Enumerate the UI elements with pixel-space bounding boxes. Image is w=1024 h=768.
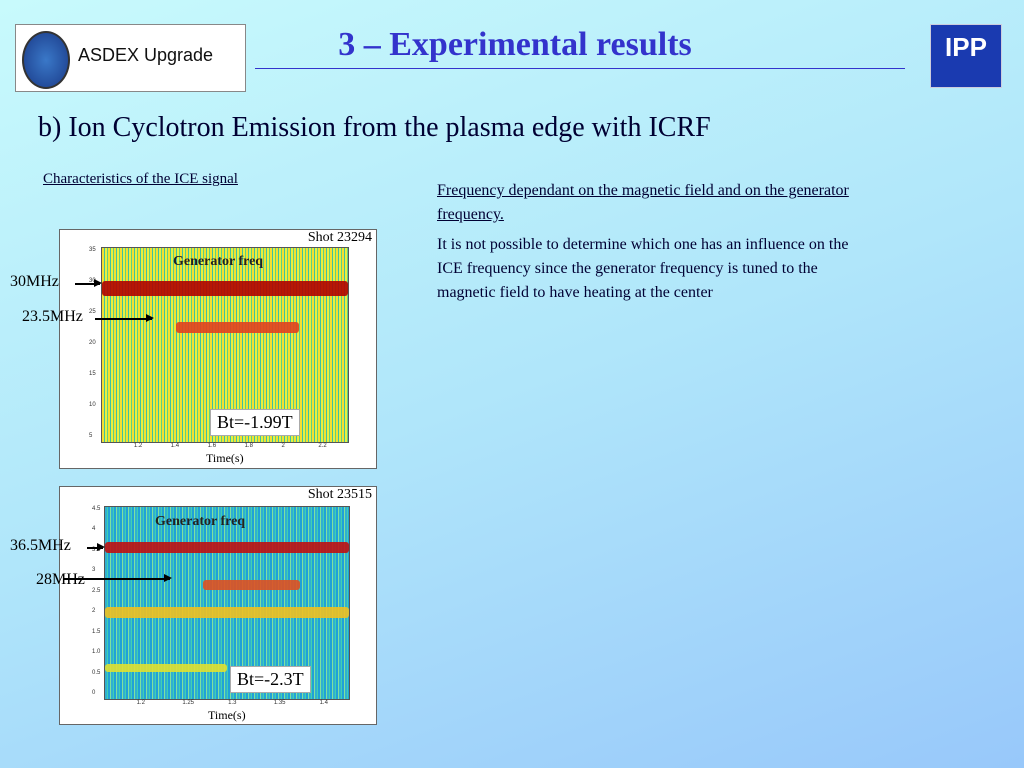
y-tick-label: 2.5 xyxy=(92,587,101,594)
y-tick-label: 15 xyxy=(89,371,96,377)
asdex-logo: ASDEX Upgrade xyxy=(15,24,246,92)
x-tick-label: 1.8 xyxy=(244,443,253,449)
emission-band xyxy=(202,579,301,590)
emission-band xyxy=(105,541,349,554)
emission-band xyxy=(105,606,349,619)
y-tick-label: 1.5 xyxy=(92,628,101,635)
y-tick-label: 4.5 xyxy=(92,506,101,512)
logo-text: ASDEX Upgrade xyxy=(78,45,214,65)
x-tick-label: 1.6 xyxy=(207,443,217,449)
right-body: It is not possible to determine which on… xyxy=(437,236,849,301)
y-tick-label: 30 xyxy=(89,278,96,284)
x-tick-label: 1.35 xyxy=(273,700,286,706)
subtitle: b) Ion Cyclotron Emission from the plasm… xyxy=(38,112,711,143)
title-rule xyxy=(255,68,905,69)
right-heading: Frequency dependant on the magnetic fiel… xyxy=(437,182,849,223)
shot-label: Shot 23515 xyxy=(307,487,372,502)
plot-frame: Shot 23515 Generator freq Bt=-2.3T Time(s) 4… xyxy=(59,486,377,725)
x-tick-label: 1.2 xyxy=(136,700,145,706)
x-tick-label: 1.4 xyxy=(319,700,328,706)
emission-band xyxy=(102,280,348,297)
annotation: 28MHz xyxy=(36,571,85,588)
y-tick-label: 2 xyxy=(92,608,96,615)
spectrogram xyxy=(104,506,350,700)
y-tick-label: 5 xyxy=(89,433,93,439)
right-text: Frequency dependant on the magnetic fiel… xyxy=(437,179,852,305)
x-tick-label: 1.25 xyxy=(182,700,195,706)
arrow xyxy=(95,315,154,321)
y-tick-label: 35 xyxy=(89,247,96,253)
logo-emblem xyxy=(22,31,70,89)
x-axis-label: Time(s) xyxy=(206,451,244,465)
x-tick-label: 1.2 xyxy=(133,443,143,449)
y-tick-label: 4 xyxy=(92,526,96,533)
plot-frame: Shot 23294 Generator freq Bt=-1.99T Time(s)… xyxy=(59,229,377,469)
y-tick-label: 3 xyxy=(92,567,96,574)
y-tick-label: 25 xyxy=(89,309,96,315)
y-tick-label: 0 xyxy=(92,690,96,696)
band-label: Generator freq xyxy=(155,514,246,529)
arrow xyxy=(64,575,172,581)
annotation: 36.5MHz xyxy=(10,537,71,554)
annotation: 30MHz xyxy=(10,273,59,290)
shot-label: Shot 23294 xyxy=(307,230,372,245)
title: 3 – Experimental results xyxy=(338,26,692,63)
arrow xyxy=(75,280,102,286)
emission-band xyxy=(175,321,299,334)
y-tick-label: 3.5 xyxy=(92,547,100,553)
field-label: Bt=-1.99T xyxy=(210,409,300,436)
field-label: Bt=-2.3T xyxy=(230,666,311,693)
y-tick-label: 0.5 xyxy=(92,669,101,676)
left-heading: Characteristics of the ICE signal xyxy=(43,171,238,187)
arrow xyxy=(87,544,105,550)
ipp-logo: IPP xyxy=(930,24,1002,88)
band-label: Generator freq xyxy=(173,254,264,269)
x-tick-label: 2 xyxy=(281,443,285,449)
annotation: 23.5MHz xyxy=(22,308,83,325)
x-axis-label: Time(s) xyxy=(208,708,246,722)
x-tick-label: 2.2 xyxy=(318,443,327,449)
y-tick-label: 10 xyxy=(89,402,96,408)
y-tick-label: 20 xyxy=(89,340,96,346)
x-tick-label: 1.3 xyxy=(228,700,237,706)
x-tick-label: 1.4 xyxy=(170,443,180,449)
y-tick-label: 1.0 xyxy=(92,649,101,656)
emission-band xyxy=(105,664,227,673)
